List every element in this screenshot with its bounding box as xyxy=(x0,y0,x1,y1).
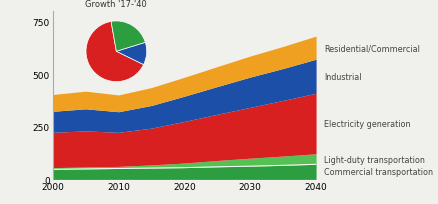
Text: Industrial: Industrial xyxy=(324,72,361,81)
Title: Growth '17-'40: Growth '17-'40 xyxy=(85,0,147,9)
Text: Light-duty transportation: Light-duty transportation xyxy=(324,155,424,164)
Wedge shape xyxy=(86,22,143,82)
Wedge shape xyxy=(111,22,145,52)
Wedge shape xyxy=(116,43,146,65)
Text: Residential/Commercial: Residential/Commercial xyxy=(324,44,419,53)
Text: Commercial transportation: Commercial transportation xyxy=(324,167,432,176)
Text: Electricity generation: Electricity generation xyxy=(324,119,410,128)
